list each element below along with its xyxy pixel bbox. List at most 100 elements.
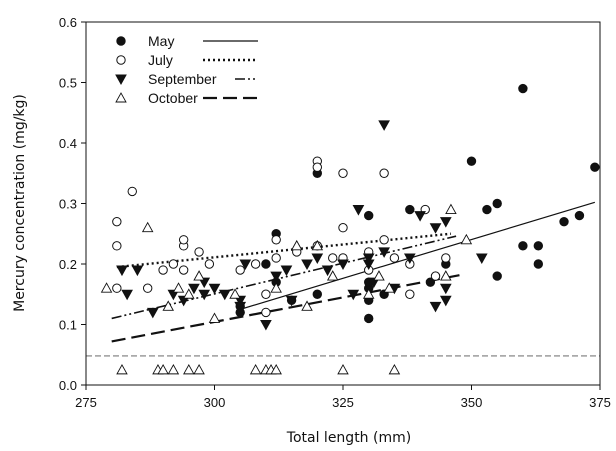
data-point-may xyxy=(405,204,415,215)
data-point-july xyxy=(250,259,261,269)
legend-marker-october xyxy=(115,92,127,103)
data-point-july xyxy=(379,235,389,245)
data-point-july xyxy=(379,168,389,178)
data-point-september xyxy=(285,295,298,307)
data-point-september xyxy=(439,283,452,295)
data-point-october xyxy=(193,363,205,375)
data-point-may xyxy=(425,277,436,287)
data-point-september xyxy=(439,295,452,307)
data-point-july xyxy=(112,283,122,293)
data-point-october xyxy=(141,221,154,233)
data-point-september xyxy=(280,265,293,277)
data-point-october xyxy=(183,288,195,299)
data-point-september xyxy=(116,265,128,277)
data-point-september xyxy=(121,289,133,301)
data-point-october xyxy=(440,270,452,281)
data-point-july xyxy=(441,253,451,263)
data-point-september xyxy=(321,265,334,277)
fit-line-july xyxy=(116,232,452,269)
data-point-october xyxy=(183,363,195,375)
data-point-october xyxy=(270,363,282,375)
data-point-october xyxy=(326,270,339,281)
data-point-september xyxy=(475,253,488,264)
data-point-september xyxy=(311,253,324,264)
data-point-may xyxy=(518,83,528,94)
data-point-september xyxy=(198,289,211,301)
x-axis-title: Total length (mm) xyxy=(286,430,411,446)
data-point-september xyxy=(414,211,426,222)
data-point-july xyxy=(405,289,415,299)
data-point-october xyxy=(460,233,473,245)
y-tick-label: 0.6 xyxy=(59,15,77,30)
data-point-september xyxy=(337,259,349,271)
data-point-october xyxy=(116,363,128,375)
data-point-may xyxy=(312,289,322,299)
legend-label-july: July xyxy=(148,52,173,68)
y-tick-label: 0.0 xyxy=(59,378,77,393)
plot-area xyxy=(86,83,600,375)
legend-marker-september xyxy=(115,74,127,86)
data-point-october xyxy=(445,203,457,215)
data-point-september xyxy=(234,301,247,313)
data-point-july xyxy=(271,253,281,263)
data-point-september xyxy=(429,223,442,234)
legend-label-may: May xyxy=(148,33,174,49)
data-point-july xyxy=(112,241,122,251)
data-point-october xyxy=(167,363,180,375)
data-point-september xyxy=(347,289,360,301)
data-point-september xyxy=(301,259,313,271)
y-tick-label: 0.4 xyxy=(59,136,77,151)
data-point-july xyxy=(178,265,189,275)
y-tick-label: 0.3 xyxy=(59,197,77,212)
data-point-may xyxy=(261,259,271,269)
data-point-september xyxy=(439,217,452,228)
data-point-september xyxy=(260,320,272,331)
data-point-july xyxy=(338,168,348,178)
data-point-october xyxy=(172,282,185,293)
data-point-october xyxy=(388,363,401,375)
legend-label-september: September xyxy=(148,71,217,87)
data-point-october xyxy=(383,282,396,293)
x-tick-label: 375 xyxy=(589,395,611,410)
data-point-may xyxy=(533,241,544,251)
data-point-may xyxy=(533,259,544,269)
data-point-july xyxy=(194,247,204,257)
data-point-may xyxy=(492,198,502,209)
data-point-october xyxy=(193,270,205,281)
data-point-september xyxy=(218,289,231,301)
legend-marker-may xyxy=(116,36,126,46)
y-axis-title: Mercury concentration (mg/kg) xyxy=(12,94,28,312)
data-point-october xyxy=(362,288,375,299)
x-tick-label: 300 xyxy=(204,395,226,410)
data-point-september xyxy=(362,253,375,264)
data-point-july xyxy=(312,162,322,172)
data-point-july xyxy=(204,259,215,269)
data-point-september xyxy=(131,265,144,277)
data-point-september xyxy=(146,307,159,319)
data-point-july xyxy=(338,223,348,233)
data-point-july xyxy=(328,253,338,263)
fit-line-may xyxy=(240,201,596,310)
x-tick-label: 275 xyxy=(75,395,97,410)
data-point-may xyxy=(364,313,374,324)
data-point-october xyxy=(373,270,385,281)
data-point-july xyxy=(261,307,271,318)
data-point-july xyxy=(430,271,441,281)
data-point-may xyxy=(492,271,502,281)
data-point-october xyxy=(208,312,221,323)
data-point-may xyxy=(518,241,528,251)
data-point-september xyxy=(188,283,200,295)
data-point-october xyxy=(301,300,313,311)
data-point-september xyxy=(429,301,442,313)
data-point-july xyxy=(389,253,400,263)
legend-marker-july xyxy=(116,55,126,65)
data-point-may xyxy=(590,162,600,172)
data-point-october xyxy=(157,363,169,375)
legend-label-october: October xyxy=(148,90,198,106)
data-point-may xyxy=(364,210,374,221)
data-point-july xyxy=(178,235,189,245)
y-tick-label: 0.5 xyxy=(59,76,77,91)
data-point-may xyxy=(559,216,569,227)
x-tick-label: 350 xyxy=(461,395,483,410)
